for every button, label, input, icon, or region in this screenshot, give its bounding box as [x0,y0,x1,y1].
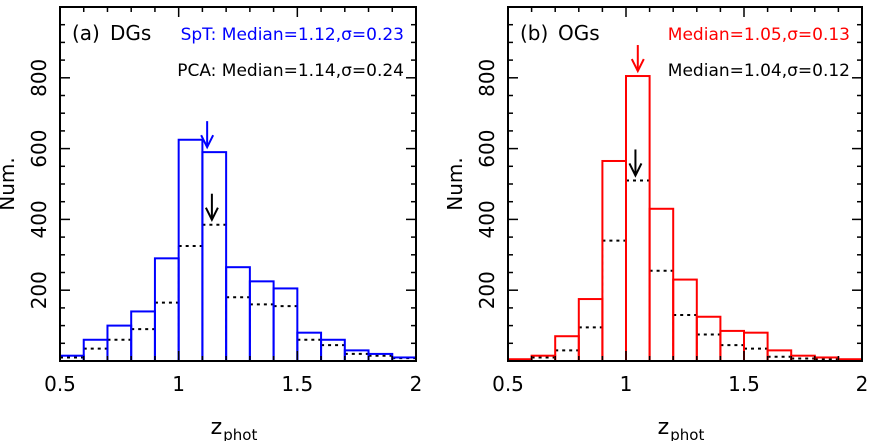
x-axis-label: zphot [211,415,258,441]
y-tick-label: 600 [475,130,499,168]
series-spt [507,75,864,363]
annotation-spt: SpT: Median=1.12,σ=0.23 [181,25,404,45]
series-pca [59,223,416,361]
median-arrow-head [204,207,219,222]
x-tick-label: 0.5 [492,372,524,396]
histogram-bar [695,315,722,362]
histogram-bar [672,278,698,362]
x-tick-label: 1 [172,372,185,396]
median-arrow-head [628,163,643,178]
x-tick-label: 0.5 [44,372,76,396]
x-axis-label-main: z [211,415,223,440]
histogram-bar [577,298,604,362]
panel-title: DGs [110,21,151,45]
series-pca [507,179,862,361]
y-axis-label: Num. [443,157,467,210]
histogram-bar [201,151,228,362]
panel-a: 0.5 1 1.5 2 200 400 600 800 zphot Num. (a) DGs SpT: … [0,6,423,441]
histogram-bar [343,349,370,363]
y-axis-label: Num. [0,157,19,210]
panel-label: (a) [72,21,100,45]
y-tick-label: 400 [27,200,51,238]
median-arrow-head [630,58,645,74]
histogram-bar [272,287,299,362]
y-tick-label: 800 [27,59,51,97]
histogram-bar [320,338,346,363]
y-tick-label: 200 [475,271,499,309]
y-tick-label: 800 [475,59,499,97]
x-tick-label: 1.5 [281,372,313,396]
x-tick-label: 1.5 [728,372,760,396]
x-tick-label: 2 [856,372,869,396]
histogram-bar [130,310,156,363]
median-arrow-pca [204,193,219,222]
histogram-bar [248,280,275,363]
median-arrow-pca [628,149,643,178]
panel-title: OGs [558,21,600,45]
histogram-bar [601,159,628,362]
median-arrow-spt [200,121,215,150]
histogram-bar [153,257,180,362]
annotation-pca: PCA: Median=1.14,σ=0.24 [177,61,404,81]
x-axis-label: zphot [658,415,705,441]
histogram-bar [719,329,746,363]
y-tick-label: 600 [27,130,51,168]
histogram-bar [766,349,793,363]
histogram-bar [82,338,109,363]
x-tick-label: 2 [410,372,423,396]
panel-label: (b) [520,21,548,45]
histogram-bar [625,75,651,362]
histogram-bar [648,207,675,362]
histogram-bar [367,352,394,363]
y-tick-label: 200 [27,271,51,309]
panel-b: 0.5 1 1.5 2 200 400 600 800 zphot Num. (b) OGs Media… [443,6,869,441]
annotation-spt: Median=1.05,σ=0.13 [668,25,850,45]
y-tick-label: 400 [475,200,499,238]
histogram-bar [177,138,204,362]
histogram-bar [743,331,769,362]
x-tick-label: 1 [620,372,633,396]
x-axis-label-main: z [658,415,670,440]
x-axis-label-subscript: phot [670,426,704,441]
histogram-bar [296,331,323,362]
median-arrow-spt [630,45,645,74]
histogram-bar [225,266,251,362]
series-spt [59,138,417,363]
histogram-bar [554,335,580,363]
median-arrow-head [200,134,215,150]
histogram-bar [106,324,133,363]
annotation-pca: Median=1.04,σ=0.12 [668,61,850,81]
x-axis-label-subscript: phot [223,426,257,441]
